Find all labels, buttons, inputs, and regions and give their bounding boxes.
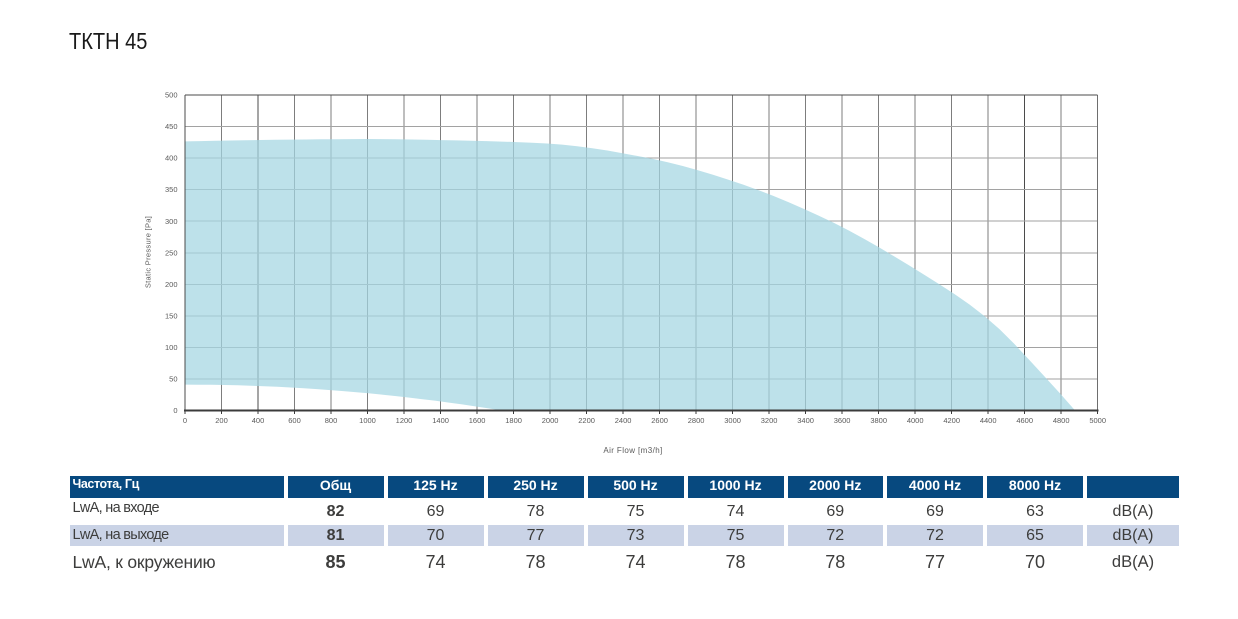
svg-text:4800: 4800 <box>1053 416 1070 425</box>
svg-text:2800: 2800 <box>688 416 705 425</box>
svg-text:1200: 1200 <box>396 416 413 425</box>
svg-text:3200: 3200 <box>761 416 778 425</box>
svg-text:100: 100 <box>165 343 178 352</box>
svg-text:4600: 4600 <box>1016 416 1033 425</box>
svg-text:2200: 2200 <box>578 416 595 425</box>
svg-text:250: 250 <box>165 248 178 257</box>
svg-text:1400: 1400 <box>432 416 449 425</box>
svg-text:5000: 5000 <box>1089 416 1106 425</box>
svg-text:500: 500 <box>165 91 178 100</box>
svg-text:4200: 4200 <box>943 416 960 425</box>
svg-text:2000: 2000 <box>542 416 559 425</box>
svg-text:1000: 1000 <box>359 416 376 425</box>
svg-text:3600: 3600 <box>834 416 851 425</box>
svg-text:Air Flow [m3/h]: Air Flow [m3/h] <box>603 446 662 455</box>
svg-text:600: 600 <box>288 416 301 425</box>
svg-text:450: 450 <box>165 122 178 131</box>
svg-text:800: 800 <box>325 416 338 425</box>
svg-text:200: 200 <box>165 280 178 289</box>
svg-text:1600: 1600 <box>469 416 486 425</box>
svg-text:1800: 1800 <box>505 416 522 425</box>
svg-text:0: 0 <box>173 406 177 415</box>
svg-text:2600: 2600 <box>651 416 668 425</box>
svg-text:0: 0 <box>183 416 187 425</box>
svg-text:200: 200 <box>215 416 228 425</box>
svg-text:3800: 3800 <box>870 416 887 425</box>
svg-text:Static Pressure [Pa]: Static Pressure [Pa] <box>144 216 153 288</box>
svg-text:50: 50 <box>169 375 177 384</box>
svg-text:4000: 4000 <box>907 416 924 425</box>
svg-text:400: 400 <box>165 154 178 163</box>
svg-text:3000: 3000 <box>724 416 741 425</box>
svg-text:150: 150 <box>165 312 178 321</box>
svg-text:300: 300 <box>165 217 178 226</box>
svg-text:4400: 4400 <box>980 416 997 425</box>
svg-text:3400: 3400 <box>797 416 814 425</box>
svg-text:350: 350 <box>165 185 178 194</box>
svg-text:400: 400 <box>252 416 265 425</box>
svg-text:2400: 2400 <box>615 416 632 425</box>
